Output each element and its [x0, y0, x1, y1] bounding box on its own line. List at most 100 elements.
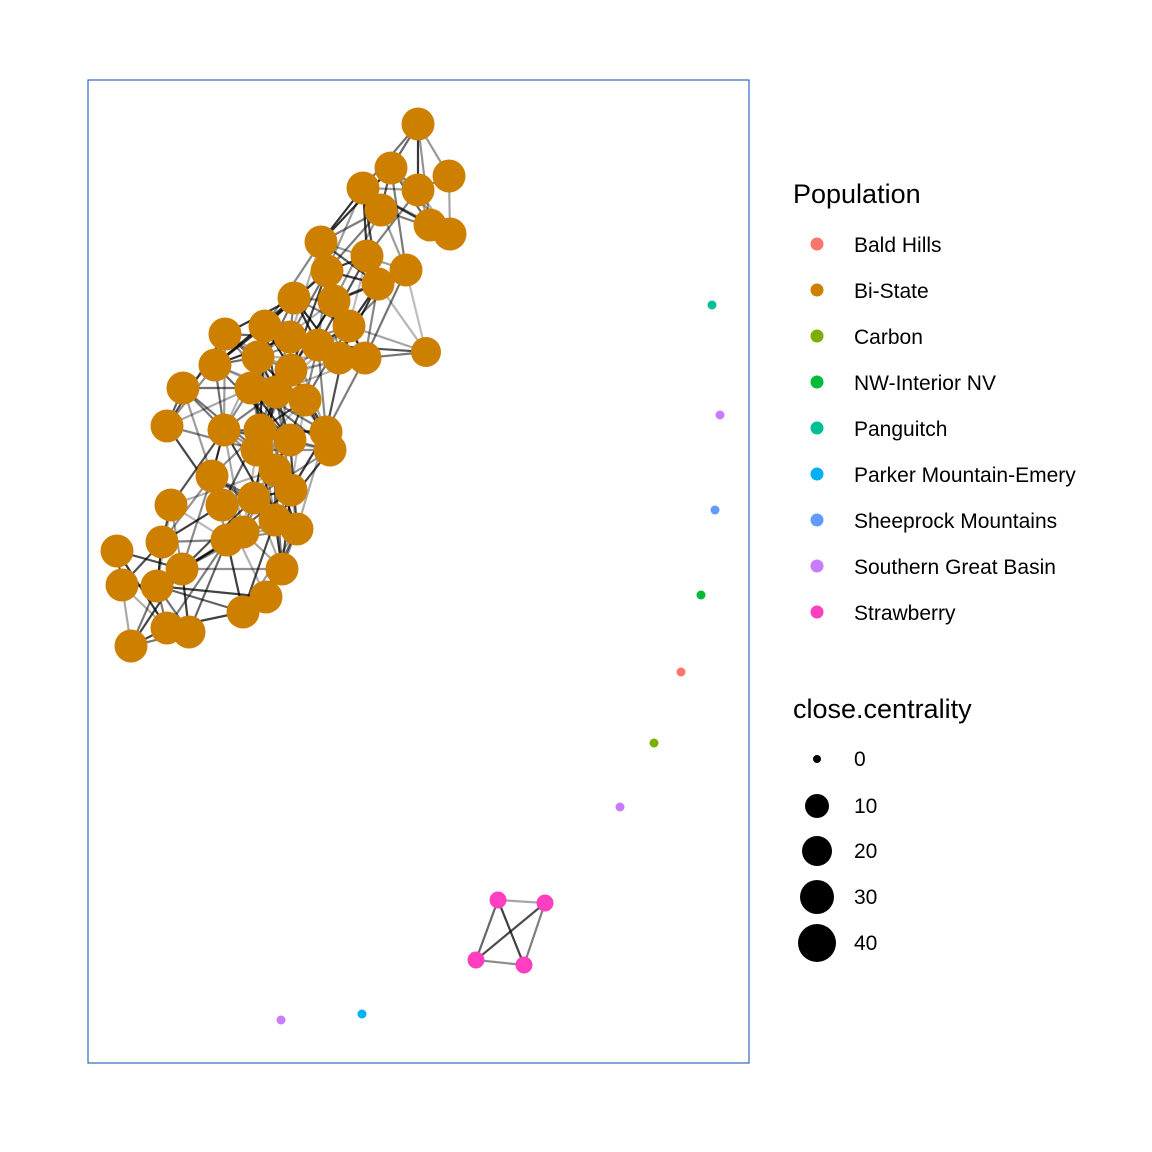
population-key-5 [810, 467, 824, 481]
node-bi-state [195, 459, 229, 493]
node-bi-state [105, 568, 139, 602]
node-bi-state [273, 423, 307, 457]
node-bi-state [322, 341, 356, 375]
node-bi-state [313, 433, 347, 467]
strawberry-edge [522, 902, 547, 966]
node-southern-great-basin [715, 410, 725, 420]
population-label-8: Strawberry [854, 602, 956, 625]
node-bi-state [317, 284, 351, 318]
node-bi-state [226, 595, 260, 629]
node-bi-state [154, 488, 188, 522]
node-bi-state [145, 525, 179, 559]
population-key-8 [810, 605, 824, 619]
node-bi-state [100, 534, 134, 568]
strawberry-edge [475, 902, 546, 961]
node-bi-state [226, 515, 260, 549]
size-key-30 [800, 880, 834, 914]
node-strawberry [536, 894, 554, 912]
edge [320, 167, 392, 243]
population-label-7: Southern Great Basin [854, 556, 1056, 579]
size-key-0 [813, 755, 821, 763]
node-bi-state [150, 409, 184, 443]
node-carbon [649, 738, 659, 748]
population-label-6: Sheeprock Mountains [854, 510, 1057, 533]
node-parker-mountain-emery [357, 1009, 367, 1019]
size-legend-title: close.centrality [793, 694, 972, 724]
node-bi-state [389, 253, 423, 287]
size-key-40 [798, 924, 836, 962]
node-bi-state [198, 348, 232, 382]
population-key-7 [810, 559, 824, 573]
node-panguitch [707, 300, 717, 310]
population-legend-title: Population [793, 179, 921, 209]
edge [416, 123, 432, 226]
node-bald-hills [676, 667, 686, 677]
population-key-2 [810, 329, 824, 343]
edge [221, 504, 267, 598]
node-strawberry [467, 951, 485, 969]
node-sheeprock-mountains [710, 505, 720, 515]
node-bi-state [288, 383, 322, 417]
node-bi-state [350, 239, 384, 273]
edge [389, 167, 408, 271]
size-label-10: 10 [854, 795, 877, 818]
node-bi-state [401, 107, 435, 141]
edge [187, 539, 229, 633]
node-bi-state [172, 615, 206, 649]
panel-border [87, 79, 750, 1064]
size-label-0: 0 [854, 748, 866, 771]
population-label-0: Bald Hills [854, 234, 942, 257]
population-label-4: Panguitch [854, 418, 947, 441]
node-bi-state [259, 375, 293, 409]
size-legend: close.centrality 0 10 20 30 40 [793, 694, 972, 962]
node-bi-state [241, 340, 275, 374]
nodes-layer [100, 107, 725, 1025]
node-bi-state [346, 171, 380, 205]
node-bi-state [274, 473, 308, 507]
node-bi-state [304, 225, 338, 259]
population-label-5: Parker Mountain-Emery [854, 464, 1076, 487]
node-bi-state [114, 629, 148, 663]
node-southern-great-basin [615, 802, 625, 812]
node-bi-state [348, 341, 382, 375]
node-bi-state [280, 512, 314, 546]
population-label-3: NW-Interior NV [854, 372, 996, 395]
node-bi-state [433, 217, 467, 251]
node-bi-state [401, 173, 435, 207]
node-bi-state [310, 254, 344, 288]
node-strawberry [515, 956, 533, 974]
node-bi-state [205, 488, 239, 522]
node-bi-state [140, 569, 174, 603]
node-bi-state [234, 371, 268, 405]
strawberry-edge [474, 899, 500, 961]
size-key-20 [802, 836, 832, 866]
node-bi-state [208, 317, 242, 351]
node-bi-state [265, 552, 299, 586]
node-bi-state [361, 267, 395, 301]
node-bi-state [166, 371, 200, 405]
node-bi-state [207, 413, 241, 447]
node-bi-state [165, 552, 199, 586]
population-key-3 [810, 375, 824, 389]
population-key-4 [810, 421, 824, 435]
edge [156, 584, 267, 599]
population-legend: Population Bald Hills Bi-State Carbon NW-In… [793, 179, 1076, 625]
size-label-40: 40 [854, 932, 877, 955]
node-nw-interior-nv [696, 590, 706, 600]
population-key-6 [810, 513, 824, 527]
edge [289, 270, 329, 371]
population-label-1: Bi-State [854, 280, 929, 303]
size-label-20: 20 [854, 840, 877, 863]
node-strawberry [489, 891, 507, 909]
node-bi-state [277, 281, 311, 315]
node-bi-state [237, 481, 271, 515]
node-bi-state [411, 337, 441, 367]
node-bi-state [248, 309, 282, 343]
population-label-2: Carbon [854, 326, 923, 349]
strawberry-edges [474, 898, 547, 967]
size-label-30: 30 [854, 886, 877, 909]
population-key-0 [810, 237, 824, 251]
node-bi-state [332, 309, 366, 343]
population-key-1 [810, 283, 824, 297]
